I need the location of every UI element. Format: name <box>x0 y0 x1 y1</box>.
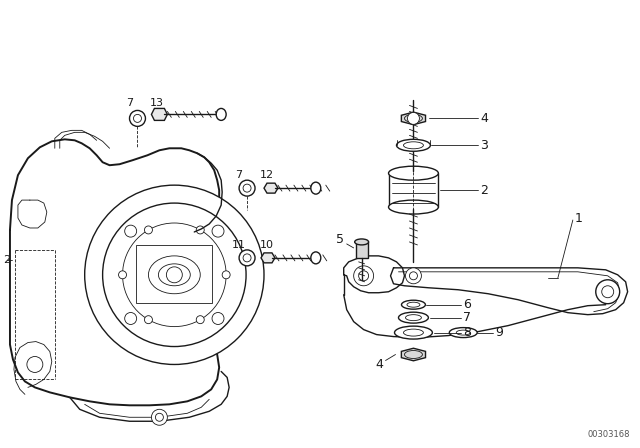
Ellipse shape <box>311 252 321 264</box>
Circle shape <box>196 226 204 234</box>
Text: 9: 9 <box>495 326 503 339</box>
Ellipse shape <box>311 182 321 194</box>
Text: 11: 11 <box>232 240 246 250</box>
Circle shape <box>129 110 145 126</box>
Circle shape <box>122 223 226 327</box>
Text: 4: 4 <box>376 358 383 371</box>
Text: 7: 7 <box>126 99 133 108</box>
Circle shape <box>410 272 417 280</box>
Polygon shape <box>356 242 367 258</box>
Text: 2: 2 <box>3 255 10 265</box>
Text: 5: 5 <box>336 233 344 246</box>
Circle shape <box>102 203 246 347</box>
Text: 7: 7 <box>463 311 471 324</box>
Text: 7: 7 <box>236 170 243 180</box>
Circle shape <box>145 226 152 234</box>
Ellipse shape <box>456 330 470 335</box>
Text: 12: 12 <box>260 170 274 180</box>
Text: 6: 6 <box>463 298 471 311</box>
Circle shape <box>212 313 224 324</box>
Ellipse shape <box>403 142 424 149</box>
Text: 00303168: 00303168 <box>588 430 630 439</box>
Circle shape <box>166 267 182 283</box>
Polygon shape <box>264 183 278 193</box>
Polygon shape <box>152 108 168 121</box>
Text: 3: 3 <box>480 139 488 152</box>
Circle shape <box>134 114 141 122</box>
Circle shape <box>84 185 264 365</box>
Polygon shape <box>401 348 426 361</box>
Circle shape <box>125 313 137 324</box>
Circle shape <box>118 271 127 279</box>
Ellipse shape <box>159 264 190 286</box>
Ellipse shape <box>394 326 433 339</box>
Circle shape <box>358 271 369 281</box>
Ellipse shape <box>401 300 426 309</box>
Ellipse shape <box>355 239 369 245</box>
Circle shape <box>196 316 204 323</box>
Circle shape <box>156 414 163 421</box>
Ellipse shape <box>148 256 200 294</box>
Polygon shape <box>401 112 426 125</box>
Circle shape <box>212 225 224 237</box>
Ellipse shape <box>388 200 438 214</box>
Circle shape <box>596 280 620 304</box>
Circle shape <box>243 184 251 192</box>
Text: 10: 10 <box>260 240 274 250</box>
Text: 2: 2 <box>480 184 488 197</box>
Circle shape <box>408 112 419 125</box>
Circle shape <box>602 286 614 298</box>
Text: 13: 13 <box>149 99 163 108</box>
Ellipse shape <box>403 329 424 336</box>
Ellipse shape <box>397 139 430 151</box>
Circle shape <box>125 225 137 237</box>
Ellipse shape <box>388 166 438 180</box>
Ellipse shape <box>406 314 421 321</box>
Polygon shape <box>261 253 275 263</box>
Circle shape <box>243 254 251 262</box>
Text: 1: 1 <box>575 211 582 224</box>
Circle shape <box>406 268 421 284</box>
Circle shape <box>354 266 374 286</box>
Circle shape <box>152 409 168 425</box>
Circle shape <box>239 250 255 266</box>
Text: 8: 8 <box>463 326 471 339</box>
Circle shape <box>222 271 230 279</box>
Circle shape <box>239 180 255 196</box>
Circle shape <box>145 316 152 323</box>
Ellipse shape <box>404 350 422 358</box>
Circle shape <box>27 357 43 372</box>
Ellipse shape <box>407 302 420 307</box>
Ellipse shape <box>449 327 477 338</box>
Ellipse shape <box>399 312 428 323</box>
Ellipse shape <box>216 108 226 121</box>
Text: 4: 4 <box>480 112 488 125</box>
Ellipse shape <box>404 114 422 122</box>
